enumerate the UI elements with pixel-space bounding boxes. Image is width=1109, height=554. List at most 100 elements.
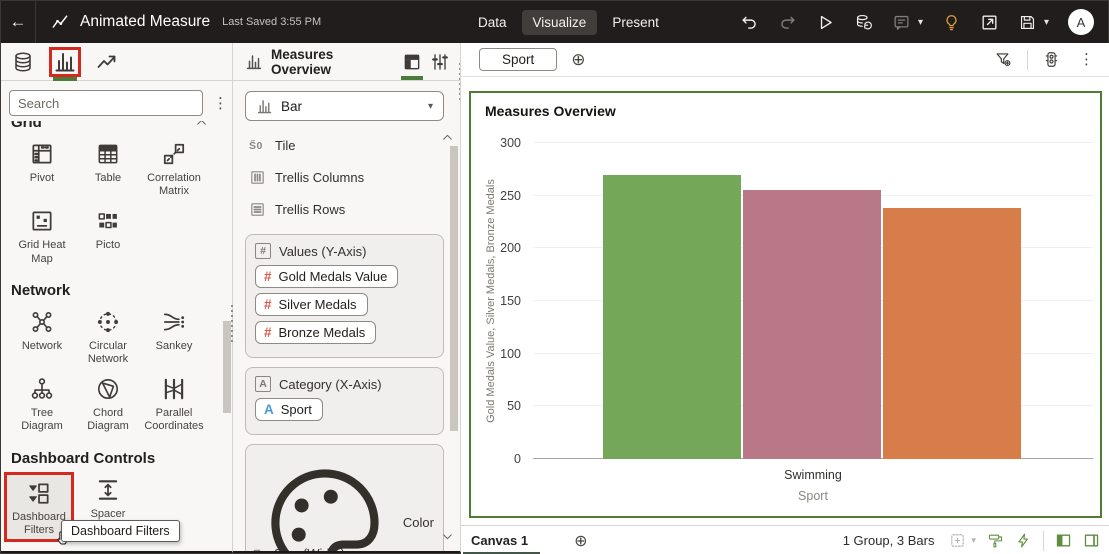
bar-bronze-medals[interactable] (883, 208, 1021, 459)
tooltip: Dashboard Filters (61, 520, 180, 542)
viz-item-chord-diagram[interactable]: Chord Diagram (75, 376, 141, 433)
data-icon[interactable] (11, 50, 35, 74)
trellis-rows-icon (249, 201, 266, 218)
palette-icon (255, 453, 395, 551)
y-tick-label: 150 (500, 294, 521, 308)
tab-present[interactable]: Present (612, 14, 659, 30)
paint-roller-icon[interactable] (987, 532, 1004, 549)
comment-icon[interactable] (892, 13, 911, 32)
refresh-data-icon[interactable] (854, 13, 873, 32)
kebab-icon[interactable]: ⋮ (1079, 51, 1094, 68)
divider (1027, 49, 1028, 70)
top-bar: ← Animated Measure Last Saved 3:55 PM Da… (1, 1, 1108, 43)
viz-item-correlation-matrix[interactable]: Correlation Matrix (141, 141, 207, 198)
letter-a-box-icon: A (255, 376, 271, 392)
viz-item-picto[interactable]: Picto (75, 208, 141, 265)
panel-right-icon[interactable] (1083, 532, 1100, 549)
search-input[interactable] (9, 90, 203, 116)
insights-icon[interactable] (942, 13, 961, 32)
scrollbar-thumb[interactable] (223, 321, 231, 413)
undo-icon[interactable] (740, 13, 759, 32)
filter-icon[interactable] (994, 50, 1013, 69)
scroll-down-icon[interactable] (441, 530, 454, 543)
viz-type-list: Grid Pivot Table Correlation Matrix Grid Hea… (1, 121, 232, 551)
tab-visualize[interactable]: Visualize (521, 9, 598, 35)
bar-gold-medals-value[interactable] (603, 174, 741, 459)
viz-item-tree-diagram[interactable]: Tree Diagram (9, 376, 75, 433)
redo-icon (778, 13, 797, 32)
x-category-label: Swimming (784, 468, 842, 482)
scrollbar-thumb[interactable] (450, 146, 458, 431)
viz-item-circular-network[interactable]: Circular Network (75, 309, 141, 366)
tile-icon: S̋0 (249, 139, 263, 152)
bar-chart-visualization[interactable]: Measures Overview Gold Medals Value, Sil… (469, 91, 1102, 518)
settings-sliders-icon[interactable] (430, 52, 450, 72)
back-icon[interactable]: ← (9, 12, 27, 31)
slot-trellis-columns[interactable]: Trellis Columns (245, 161, 444, 193)
divider (1043, 530, 1044, 551)
save-icon[interactable] (1018, 13, 1037, 32)
parallel-coordinates-icon (161, 376, 187, 402)
panel-left-icon[interactable] (1055, 532, 1072, 549)
y-axis-label: Gold Medals Value, Silver Medals, Bronze… (485, 179, 497, 423)
grid-heat-map-icon (29, 208, 55, 234)
charts-icon[interactable] (49, 46, 81, 81)
kebab-icon[interactable]: ⋮ (213, 94, 228, 112)
slot-tile[interactable]: S̋0 Tile (249, 137, 296, 153)
chart-title: Measures Overview (485, 103, 616, 119)
size-slot-clipped[interactable]: Size (Width) (249, 545, 345, 551)
chevron-up-icon[interactable] (195, 121, 208, 129)
panel-resize-grip[interactable] (459, 63, 460, 101)
bar-chart-icon (245, 53, 263, 71)
viz-item-parallel-coordinates[interactable]: Parallel Coordinates (141, 376, 207, 433)
divider (35, 1, 36, 43)
topbar-actions: ▾ ▾ A (740, 1, 1108, 43)
save-status: Last Saved 3:55 PM (222, 16, 322, 28)
field-chip-silver-medals[interactable]: # Silver Medals (255, 293, 368, 316)
field-chip-gold-medals-value[interactable]: # Gold Medals Value (255, 265, 399, 288)
workbook-title: Animated Measure (80, 13, 211, 30)
y-tick-label: 100 (500, 346, 521, 361)
avatar[interactable]: A (1068, 9, 1094, 35)
viz-item-table[interactable]: Table (75, 141, 141, 198)
field-chip-bronze-medals[interactable]: # Bronze Medals (255, 321, 377, 344)
add-filter-icon[interactable]: ⊕ (571, 50, 586, 69)
bar-silver-medals[interactable] (743, 190, 881, 459)
traffic-light-icon[interactable] (1042, 50, 1061, 69)
bar-chart-icon (256, 98, 273, 115)
drop-target-values-y-axis-[interactable]: # Values (Y-Axis) # Gold Medals Value # Silve… (245, 234, 444, 358)
y-tick-label: 0 (514, 452, 521, 466)
chevron-down-icon[interactable]: ▾ (971, 535, 976, 545)
auto-layout-icon[interactable] (949, 532, 966, 549)
viz-item-pivot[interactable]: Pivot (9, 141, 75, 198)
grammar-tab-icon[interactable] (401, 52, 423, 80)
viz-item-grid-heat-map[interactable]: Grid Heat Map (9, 208, 75, 265)
play-icon[interactable] (816, 13, 835, 32)
spacer-icon (95, 477, 121, 503)
circular-network-icon (95, 309, 121, 335)
viz-item-sankey[interactable]: Sankey (141, 309, 207, 366)
y-tick-label: 200 (500, 241, 521, 256)
correlation-matrix-icon (161, 141, 187, 167)
filter-chip-sport[interactable]: Sport (479, 48, 558, 71)
tab-data[interactable]: Data (478, 14, 507, 30)
comment-caret-icon[interactable]: ▾ (917, 16, 923, 28)
auto-apply-icon[interactable] (1015, 532, 1032, 549)
viz-item-network[interactable]: Network (9, 309, 75, 366)
drop-target-color[interactable]: ColorValue Labels#Total Medals Value (245, 444, 444, 551)
grammar-header: Measures Overview (233, 43, 460, 81)
scroll-up-icon[interactable] (441, 131, 454, 144)
drop-target-category-x-axis-[interactable]: A Category (X-Axis) A Sport (245, 367, 444, 435)
viz-item-spacer[interactable]: Spacer (75, 477, 141, 542)
viz-type-select[interactable]: Bar ▾ (245, 91, 444, 121)
add-canvas-icon[interactable]: ⊕ (574, 532, 588, 550)
panel-resize-grip[interactable] (231, 305, 234, 343)
save-caret-icon[interactable]: ▾ (1043, 16, 1049, 28)
slot-trellis-rows[interactable]: Trellis Rows (245, 193, 444, 225)
search-row: ⋮ (1, 81, 232, 118)
open-window-icon[interactable] (980, 13, 999, 32)
canvas-tab[interactable]: Canvas 1 (461, 526, 542, 554)
analytics-icon[interactable] (95, 50, 119, 74)
field-chip-sport[interactable]: A Sport (255, 398, 323, 421)
